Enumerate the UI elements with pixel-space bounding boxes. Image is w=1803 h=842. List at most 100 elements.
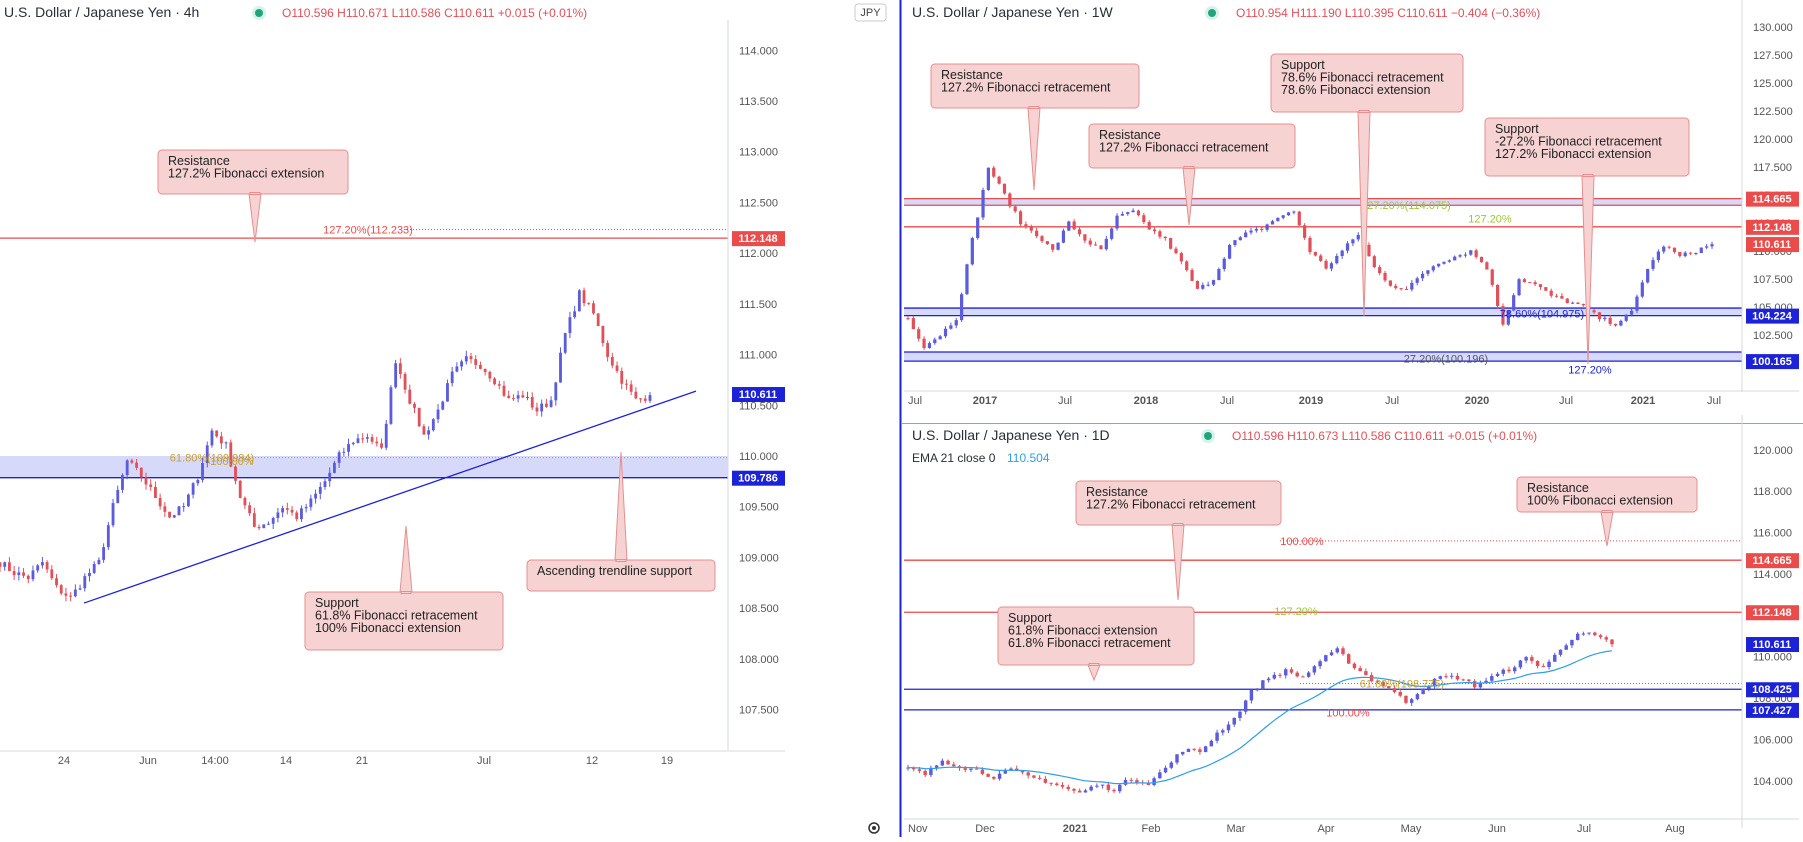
- candle-body[interactable]: [285, 508, 289, 510]
- candle-body[interactable]: [1575, 633, 1580, 641]
- candle-body[interactable]: [1358, 668, 1362, 672]
- candle-body[interactable]: [1533, 282, 1537, 285]
- candle-body[interactable]: [1195, 280, 1200, 289]
- candle-body[interactable]: [1392, 688, 1397, 692]
- candle-body[interactable]: [1524, 657, 1528, 661]
- candle-body[interactable]: [1244, 232, 1248, 238]
- chart-panel-1w[interactable]: 127.20%(114.075) 127.20% 78.60%(104.975) 27…: [904, 0, 1799, 407]
- candle-body[interactable]: [116, 489, 120, 504]
- candle-body[interactable]: [1270, 221, 1275, 225]
- candle-body[interactable]: [493, 378, 496, 385]
- candle-body[interactable]: [1072, 788, 1076, 791]
- candle-body[interactable]: [1581, 304, 1585, 306]
- candle-body[interactable]: [300, 508, 303, 520]
- candle-body[interactable]: [1535, 660, 1540, 667]
- candle-body[interactable]: [1066, 786, 1070, 789]
- candle-body[interactable]: [1112, 789, 1116, 792]
- candle-body[interactable]: [634, 391, 638, 399]
- candle-body[interactable]: [1420, 273, 1425, 279]
- candle-body[interactable]: [911, 318, 915, 330]
- candle-body[interactable]: [934, 765, 939, 768]
- candle-body[interactable]: [333, 462, 336, 473]
- candle-body[interactable]: [460, 361, 464, 367]
- candle-body[interactable]: [1249, 689, 1254, 701]
- candle-body[interactable]: [917, 769, 922, 771]
- candle-body[interactable]: [3, 562, 7, 567]
- candle-body[interactable]: [309, 498, 313, 508]
- candle-body[interactable]: [1335, 648, 1339, 653]
- candle-body[interactable]: [295, 512, 299, 520]
- candle-body[interactable]: [1198, 749, 1202, 753]
- candle-body[interactable]: [1026, 772, 1030, 776]
- candle-body[interactable]: [1077, 790, 1082, 793]
- candle-body[interactable]: [1415, 694, 1420, 700]
- price-axis[interactable]: 120.000118.000116.000114.000112.000110.0…: [1741, 415, 1793, 828]
- candle-body[interactable]: [1306, 672, 1311, 677]
- candle-body[interactable]: [1597, 312, 1602, 320]
- candle-body[interactable]: [1364, 671, 1368, 676]
- candle-body[interactable]: [1553, 654, 1557, 662]
- candle-body[interactable]: [1266, 678, 1271, 681]
- candle-body[interactable]: [648, 395, 652, 401]
- candle-body[interactable]: [1437, 263, 1441, 267]
- candle-body[interactable]: [1088, 240, 1092, 245]
- candle-body[interactable]: [1603, 317, 1607, 320]
- candle-body[interactable]: [111, 503, 115, 526]
- candle-body[interactable]: [1458, 255, 1462, 257]
- candle-body[interactable]: [267, 523, 270, 525]
- candle-body[interactable]: [1249, 230, 1253, 233]
- candle-body[interactable]: [1438, 676, 1443, 679]
- candle-body[interactable]: [1472, 681, 1477, 688]
- candle-body[interactable]: [959, 294, 964, 321]
- candle-body[interactable]: [314, 493, 317, 499]
- candle-body[interactable]: [954, 320, 958, 326]
- candle-body[interactable]: [1598, 635, 1603, 638]
- candle-body[interactable]: [375, 441, 379, 444]
- candle-body[interactable]: [1312, 666, 1317, 673]
- candle-body[interactable]: [0, 562, 2, 567]
- candle-body[interactable]: [1018, 211, 1023, 225]
- candle-body[interactable]: [1152, 229, 1157, 232]
- candle-body[interactable]: [1383, 272, 1387, 281]
- candle-body[interactable]: [1398, 691, 1402, 696]
- candle-body[interactable]: [1442, 261, 1446, 264]
- candle-body[interactable]: [31, 570, 35, 580]
- candle-body[interactable]: [361, 438, 365, 440]
- candle-body[interactable]: [1035, 230, 1039, 237]
- chart-panel-1d[interactable]: 100.00%127.20%61.80%(108.775)100.00%Resi…: [904, 415, 1799, 835]
- candle-body[interactable]: [1303, 225, 1307, 238]
- candle-body[interactable]: [408, 389, 412, 404]
- candle-body[interactable]: [969, 768, 973, 770]
- candle-body[interactable]: [559, 352, 562, 383]
- last-price-badge[interactable]: 110.611: [1746, 637, 1799, 653]
- candle-body[interactable]: [933, 339, 937, 344]
- candle-body[interactable]: [1077, 229, 1082, 235]
- candle-body[interactable]: [1201, 284, 1205, 289]
- candle-body[interactable]: [50, 569, 54, 579]
- candle-body[interactable]: [1565, 298, 1569, 304]
- candle-body[interactable]: [1056, 242, 1060, 250]
- candle-body[interactable]: [1181, 751, 1185, 755]
- candle-body[interactable]: [17, 572, 21, 576]
- level-price-badge[interactable]: 108.425: [1746, 682, 1799, 698]
- candle-body[interactable]: [540, 403, 544, 412]
- candle-body[interactable]: [365, 437, 369, 439]
- candle-body[interactable]: [1517, 279, 1521, 296]
- candle-body[interactable]: [413, 403, 416, 408]
- candle-body[interactable]: [172, 515, 176, 518]
- candle-body[interactable]: [1613, 323, 1618, 326]
- ema-21-line[interactable]: [907, 650, 1613, 785]
- candle-body[interactable]: [1710, 244, 1714, 247]
- candle-body[interactable]: [1351, 239, 1355, 244]
- candle-body[interactable]: [1292, 211, 1296, 213]
- candle-body[interactable]: [1163, 236, 1167, 239]
- candle-body[interactable]: [1570, 640, 1574, 646]
- candle-body[interactable]: [1512, 295, 1516, 311]
- candle-body[interactable]: [992, 167, 996, 177]
- candle-body[interactable]: [1522, 279, 1527, 283]
- candle-body[interactable]: [1608, 317, 1612, 324]
- candle-body[interactable]: [497, 384, 501, 386]
- candle-body[interactable]: [530, 396, 534, 408]
